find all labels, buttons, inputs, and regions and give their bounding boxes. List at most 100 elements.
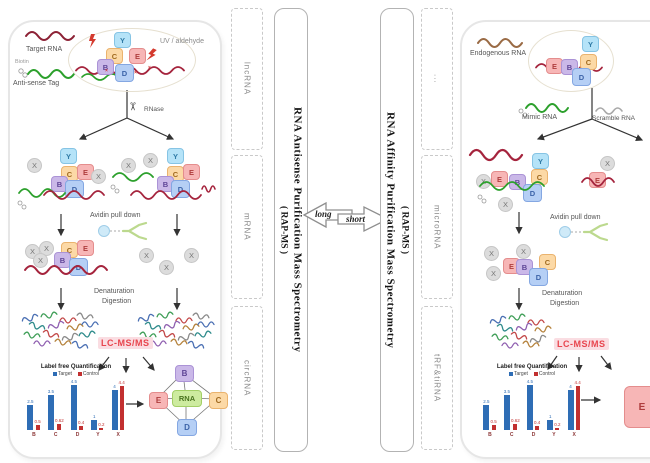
bar-value-label: 4.4 (574, 380, 581, 385)
network-node-c: C (209, 392, 228, 409)
bar-control-X: 4.4 (119, 380, 125, 430)
antisense-tag-label: Anti-sense Tag (13, 80, 60, 87)
bar (99, 428, 104, 430)
bar-target-C: 3.5 (48, 380, 54, 430)
target-rna-wave (24, 264, 108, 276)
peptide-squiggle (508, 312, 526, 323)
bar-group-C: 3.5 0.62 C (504, 380, 520, 438)
network-node-e-clipped: E (624, 386, 650, 428)
bar-control-B: 0.5 (34, 380, 41, 430)
legend-control-label: Control (82, 371, 100, 377)
legend-control: Control (77, 371, 100, 377)
peptide-squiggle (66, 322, 84, 333)
bar-target-X: 4 (111, 380, 118, 430)
protein-e-blob: E (129, 48, 146, 64)
network-node-rna: RNA (172, 390, 202, 407)
protein-d-blob: D (529, 268, 548, 286)
bar (513, 423, 518, 430)
bar-category-label: Y (96, 432, 100, 438)
peptide-squiggle (21, 312, 39, 326)
antisense-method-abbr: ( RAP-MS ) (278, 205, 289, 254)
protein-x-blob: X (184, 248, 199, 263)
protein-e-blob: E (77, 240, 94, 256)
rna-type-box-lncrna: lncRNA (231, 8, 263, 150)
bar-value-label: 0.4 (534, 420, 541, 425)
uv-bolt-icon (88, 34, 97, 53)
peptide-squiggle (158, 328, 176, 342)
protein-y-blob: Y (532, 153, 549, 169)
antisense-tag-wave (27, 68, 75, 80)
network-node-b: B (175, 365, 194, 382)
digestion-label: Digestion (550, 300, 580, 307)
protein-x-blob: X (498, 197, 513, 212)
legend-target-swatch (52, 372, 57, 376)
protein-y-blob: Y (114, 32, 131, 48)
peptide-squiggle (144, 320, 162, 334)
protein-x-blob: X (33, 253, 48, 268)
bar-group-X: 4 4.4 X (567, 380, 581, 438)
protein-x-blob: X (484, 246, 499, 261)
bar-value-label: 4.5 (526, 379, 534, 384)
crosslink-mark: × (134, 70, 137, 76)
bar (70, 385, 77, 430)
bar-group-C: 3.5 0.62 C (48, 380, 64, 438)
affinity-method-abbr: ( RAP-MS ) (399, 205, 410, 254)
biotin-icon (477, 191, 487, 209)
bar-target-B: 2.5 (483, 380, 489, 430)
protein-x-blob: X (600, 156, 615, 171)
bar (119, 386, 124, 430)
bar (79, 426, 84, 430)
cell-oval (528, 30, 614, 92)
long-label: long (315, 209, 332, 219)
bar-control-Y: 0.2 (98, 380, 105, 430)
peptide-squiggle (137, 312, 155, 326)
bar-target-X: 4 (567, 380, 574, 430)
bar-value-label: 4.5 (70, 379, 78, 384)
mimic-rna-wave (479, 180, 545, 192)
affinity-method-title: RNA Affinity Purification Mass Spectrome… (384, 111, 397, 349)
rna-type-box-trf-tirna: tRF&tiRNA (421, 306, 453, 450)
protein-d-blob: D (171, 180, 190, 198)
peptide-cluster (21, 310, 100, 349)
bar-value-label: 0.62 (54, 417, 64, 423)
bar-value-label: 0.2 (98, 422, 105, 427)
bar-target-C: 3.5 (504, 380, 510, 430)
bar (483, 405, 490, 430)
bar-category-label: D (75, 432, 80, 438)
peptide-squiggle (23, 330, 41, 341)
peptide-squiggle (182, 322, 200, 333)
bar-category-label: Y (552, 432, 556, 438)
endogenous-rna-wave (477, 37, 523, 49)
digestion-label: Digestion (102, 298, 132, 305)
protein-x-blob: X (91, 169, 106, 184)
protein-y-blob: Y (60, 148, 77, 164)
biotin-icon (17, 197, 27, 215)
target-rna-wave (43, 189, 105, 201)
bar (491, 425, 496, 430)
biotin-icon (110, 181, 120, 199)
protein-x-blob: X (159, 260, 174, 275)
bar-value-label: 4.4 (118, 380, 125, 385)
rna-type-box-other: ... (421, 8, 453, 150)
left-workflow-panel: Target RNA Biotin Anti-sense Tag Y C E B… (8, 20, 228, 459)
peptide-squiggle (59, 316, 77, 325)
peptide-squiggle (33, 339, 51, 348)
protein-y-blob: Y (582, 36, 599, 52)
peptide-squiggle (28, 320, 46, 334)
peptide-squiggle (491, 332, 509, 343)
peptide-squiggle (71, 339, 89, 353)
legend-target-label: Target (513, 371, 528, 377)
label-free-quant-chart: Label free Quantification Target Control… (480, 364, 584, 438)
endogenous-rna-wave (468, 148, 524, 162)
peptide-squiggle (515, 321, 533, 335)
peptide-squiggle (175, 316, 193, 325)
protein-x-blob: X (27, 158, 42, 173)
bar-category-label: X (572, 432, 576, 438)
protein-x-blob: X (139, 248, 154, 263)
avidin-pull-down-label: Avidin pull down (90, 212, 141, 219)
lncrna-label: lncRNA (242, 62, 252, 96)
peptide-squiggle (40, 310, 58, 321)
bar-control-X: 4.4 (575, 380, 581, 430)
legend-target-swatch (508, 372, 513, 376)
bar-group-D: 4.5 0.4 D (70, 379, 85, 438)
